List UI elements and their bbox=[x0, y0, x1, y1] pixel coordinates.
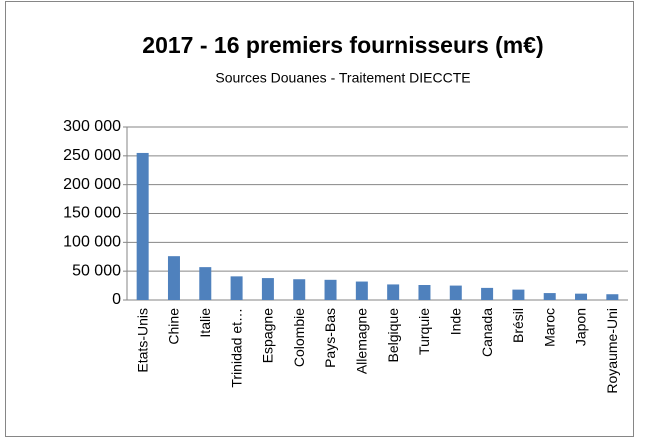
x-tick-label: Canada bbox=[479, 308, 495, 357]
bar bbox=[136, 152, 149, 300]
x-tick-label: Inde bbox=[447, 308, 463, 335]
x-tick-label: Etats-Unis bbox=[134, 308, 150, 373]
x-tick-label: Maroc bbox=[541, 308, 557, 347]
x-tick-label: Allemagne bbox=[354, 308, 370, 374]
bar bbox=[543, 293, 556, 300]
bar bbox=[449, 285, 462, 300]
y-tick-label: 300 000 bbox=[63, 118, 121, 135]
bar bbox=[261, 278, 274, 300]
x-tick-label: Belgique bbox=[385, 308, 401, 363]
bar bbox=[293, 279, 306, 300]
bar bbox=[167, 256, 180, 300]
x-tick-label: Royaume-Uni bbox=[604, 308, 620, 394]
x-tick-label: Japon bbox=[573, 308, 589, 346]
x-tick-label: Italie bbox=[197, 308, 213, 338]
x-tick-label: Espagne bbox=[260, 308, 276, 363]
x-tick-label: Colombie bbox=[291, 308, 307, 367]
y-tick-label: 150 000 bbox=[63, 205, 121, 222]
bar bbox=[387, 284, 400, 300]
bar bbox=[481, 287, 494, 300]
y-tick-label: 200 000 bbox=[63, 176, 121, 193]
y-tick-label: 50 000 bbox=[72, 262, 121, 279]
chart-title: 2017 - 16 premiers fournisseurs (m€) bbox=[142, 32, 543, 58]
x-tick-label: Pays-Bas bbox=[322, 308, 338, 368]
y-tick-label: 250 000 bbox=[63, 147, 121, 164]
bar bbox=[512, 289, 525, 300]
x-tick-label: Turquie bbox=[416, 308, 432, 355]
x-tick-label: Brésil bbox=[510, 308, 526, 343]
chart-subtitle: Sources Douanes - Traitement DIECCTE bbox=[215, 70, 470, 86]
bar bbox=[230, 276, 243, 300]
chart-border bbox=[5, 1, 634, 437]
y-tick-label: 100 000 bbox=[63, 234, 121, 251]
bar bbox=[199, 267, 212, 300]
bar bbox=[418, 285, 431, 300]
bar bbox=[575, 293, 588, 300]
y-tick-label: 0 bbox=[112, 291, 121, 308]
bar bbox=[324, 279, 337, 300]
bar bbox=[355, 281, 368, 300]
x-tick-label: Trinidad et… bbox=[228, 308, 244, 388]
bar bbox=[606, 294, 619, 300]
x-tick-label: Chine bbox=[166, 308, 182, 345]
